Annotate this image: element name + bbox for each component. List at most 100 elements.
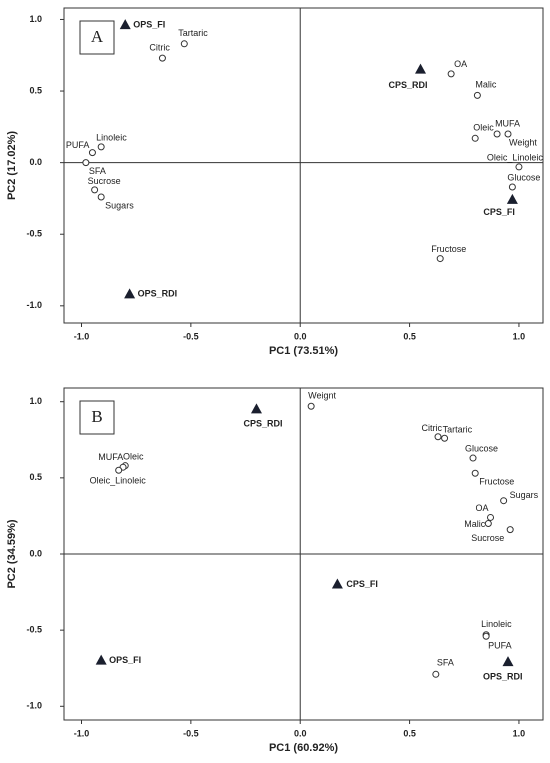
variable-label: Linoleic: [481, 619, 512, 629]
x-tick-label: 0.5: [403, 728, 416, 738]
y-tick-label: -1.0: [26, 300, 42, 310]
variable-point: [434, 433, 442, 441]
variable-point: [180, 40, 188, 48]
variable-label: Weignt: [308, 391, 336, 401]
sample-label: OPS_FI: [109, 655, 141, 665]
variable-label: Oleic: [473, 123, 494, 133]
variable-label: Citric: [422, 423, 443, 433]
sample-label: CPS_FI: [483, 207, 515, 217]
y-tick-label: -1.0: [26, 701, 42, 711]
variable-point: [493, 130, 501, 138]
variable-label: Sugars: [105, 200, 134, 210]
sample-label: OPS_FI: [133, 20, 165, 30]
variable-point: [471, 134, 479, 142]
variable-label: PUFA: [66, 140, 90, 150]
plot-frame: [63, 7, 544, 324]
sample-point: [124, 288, 136, 299]
y-tick-label: -0.5: [26, 229, 42, 239]
sample-label: OPS_RDI: [138, 289, 178, 299]
variable-label: Tartaric: [178, 28, 208, 38]
variable-label: OA: [476, 503, 489, 513]
variable-point: [500, 497, 508, 505]
variable-label: OA: [454, 59, 467, 69]
variable-point: [484, 520, 492, 528]
sample-point: [119, 19, 131, 30]
variable-label: Oleic_Linoleic: [90, 476, 147, 486]
variable-label: Sucrose: [471, 533, 504, 543]
variable-point: [97, 193, 105, 201]
sample-label: CPS_RDI: [389, 80, 428, 90]
sample-label: CPS_RDI: [243, 419, 282, 429]
sample-point: [331, 578, 343, 589]
variable-point: [447, 70, 455, 78]
variable-point: [436, 255, 444, 263]
x-tick-label: 0.0: [294, 728, 307, 738]
variable-point: [441, 434, 449, 442]
y-tick-label: -0.5: [26, 625, 42, 635]
variable-label: MUFA: [98, 452, 123, 462]
y-tick-label: 1.0: [29, 14, 42, 24]
y-tick-label: 0.5: [29, 85, 42, 95]
variable-point: [515, 163, 523, 171]
variable-point: [506, 526, 514, 534]
y-tick-label: 0.5: [29, 472, 42, 482]
sample-point: [95, 654, 107, 665]
variable-point: [432, 670, 440, 678]
variable-label: Glucose: [507, 172, 540, 182]
variable-label: Oleic_Linoleic: [487, 152, 544, 162]
variable-point: [115, 466, 123, 474]
variable-point: [97, 143, 105, 151]
variable-point: [158, 54, 166, 62]
sample-point: [502, 656, 514, 667]
variable-label: SFA: [89, 166, 106, 176]
variable-label: Tartaric: [443, 425, 473, 435]
y-axis-title: PC2 (17.02%): [6, 131, 18, 200]
variable-point: [307, 402, 315, 410]
variable-label: SFA: [437, 658, 454, 668]
x-tick-label: 1.0: [513, 728, 526, 738]
variable-label: PUFA: [488, 641, 512, 651]
variable-label: Glucose: [465, 443, 498, 453]
x-tick-label: 1.0: [513, 331, 526, 341]
panel-label: A: [91, 27, 104, 46]
variable-label: Linoleic: [96, 132, 127, 142]
x-tick-label: -0.5: [183, 331, 199, 341]
x-tick-label: -0.5: [183, 728, 199, 738]
x-axis-title: PC1 (60.92%): [269, 742, 338, 754]
variable-point: [91, 186, 99, 194]
variable-label: Sucrose: [88, 176, 121, 186]
x-tick-label: -1.0: [74, 728, 90, 738]
variable-point: [487, 513, 495, 521]
variable-point: [469, 454, 477, 462]
x-tick-label: -1.0: [74, 331, 90, 341]
sample-label: OPS_RDI: [483, 672, 523, 682]
variable-label: Fructose: [479, 477, 514, 487]
y-tick-label: 0.0: [29, 548, 42, 558]
variable-label: Oleic: [123, 452, 144, 462]
x-tick-label: 0.0: [294, 331, 307, 341]
sample-point: [250, 403, 262, 414]
variable-label: Malic: [475, 80, 497, 90]
variable-label: MUFA: [495, 118, 520, 128]
sample-point: [506, 193, 518, 204]
variable-point: [504, 130, 512, 138]
variable-point: [82, 159, 90, 167]
variable-label: Malic: [464, 519, 486, 529]
x-tick-label: 0.5: [403, 331, 416, 341]
variable-label: Weight: [509, 137, 537, 147]
variable-point: [482, 632, 490, 640]
variable-point: [88, 149, 96, 157]
sample-label: CPS_FI: [346, 579, 378, 589]
panel-label-box: [79, 20, 115, 55]
variable-point: [508, 183, 516, 191]
panel-label-box: [79, 400, 115, 435]
y-axis-title: PC2 (34.59%): [6, 519, 18, 588]
variable-label: Fructose: [431, 244, 466, 254]
variable-point: [473, 91, 481, 99]
x-axis-title: PC1 (73.51%): [269, 345, 338, 357]
variable-label: Sugars: [510, 490, 539, 500]
y-tick-label: 1.0: [29, 396, 42, 406]
variable-label: Citric: [149, 42, 170, 52]
variable-point: [471, 469, 479, 477]
